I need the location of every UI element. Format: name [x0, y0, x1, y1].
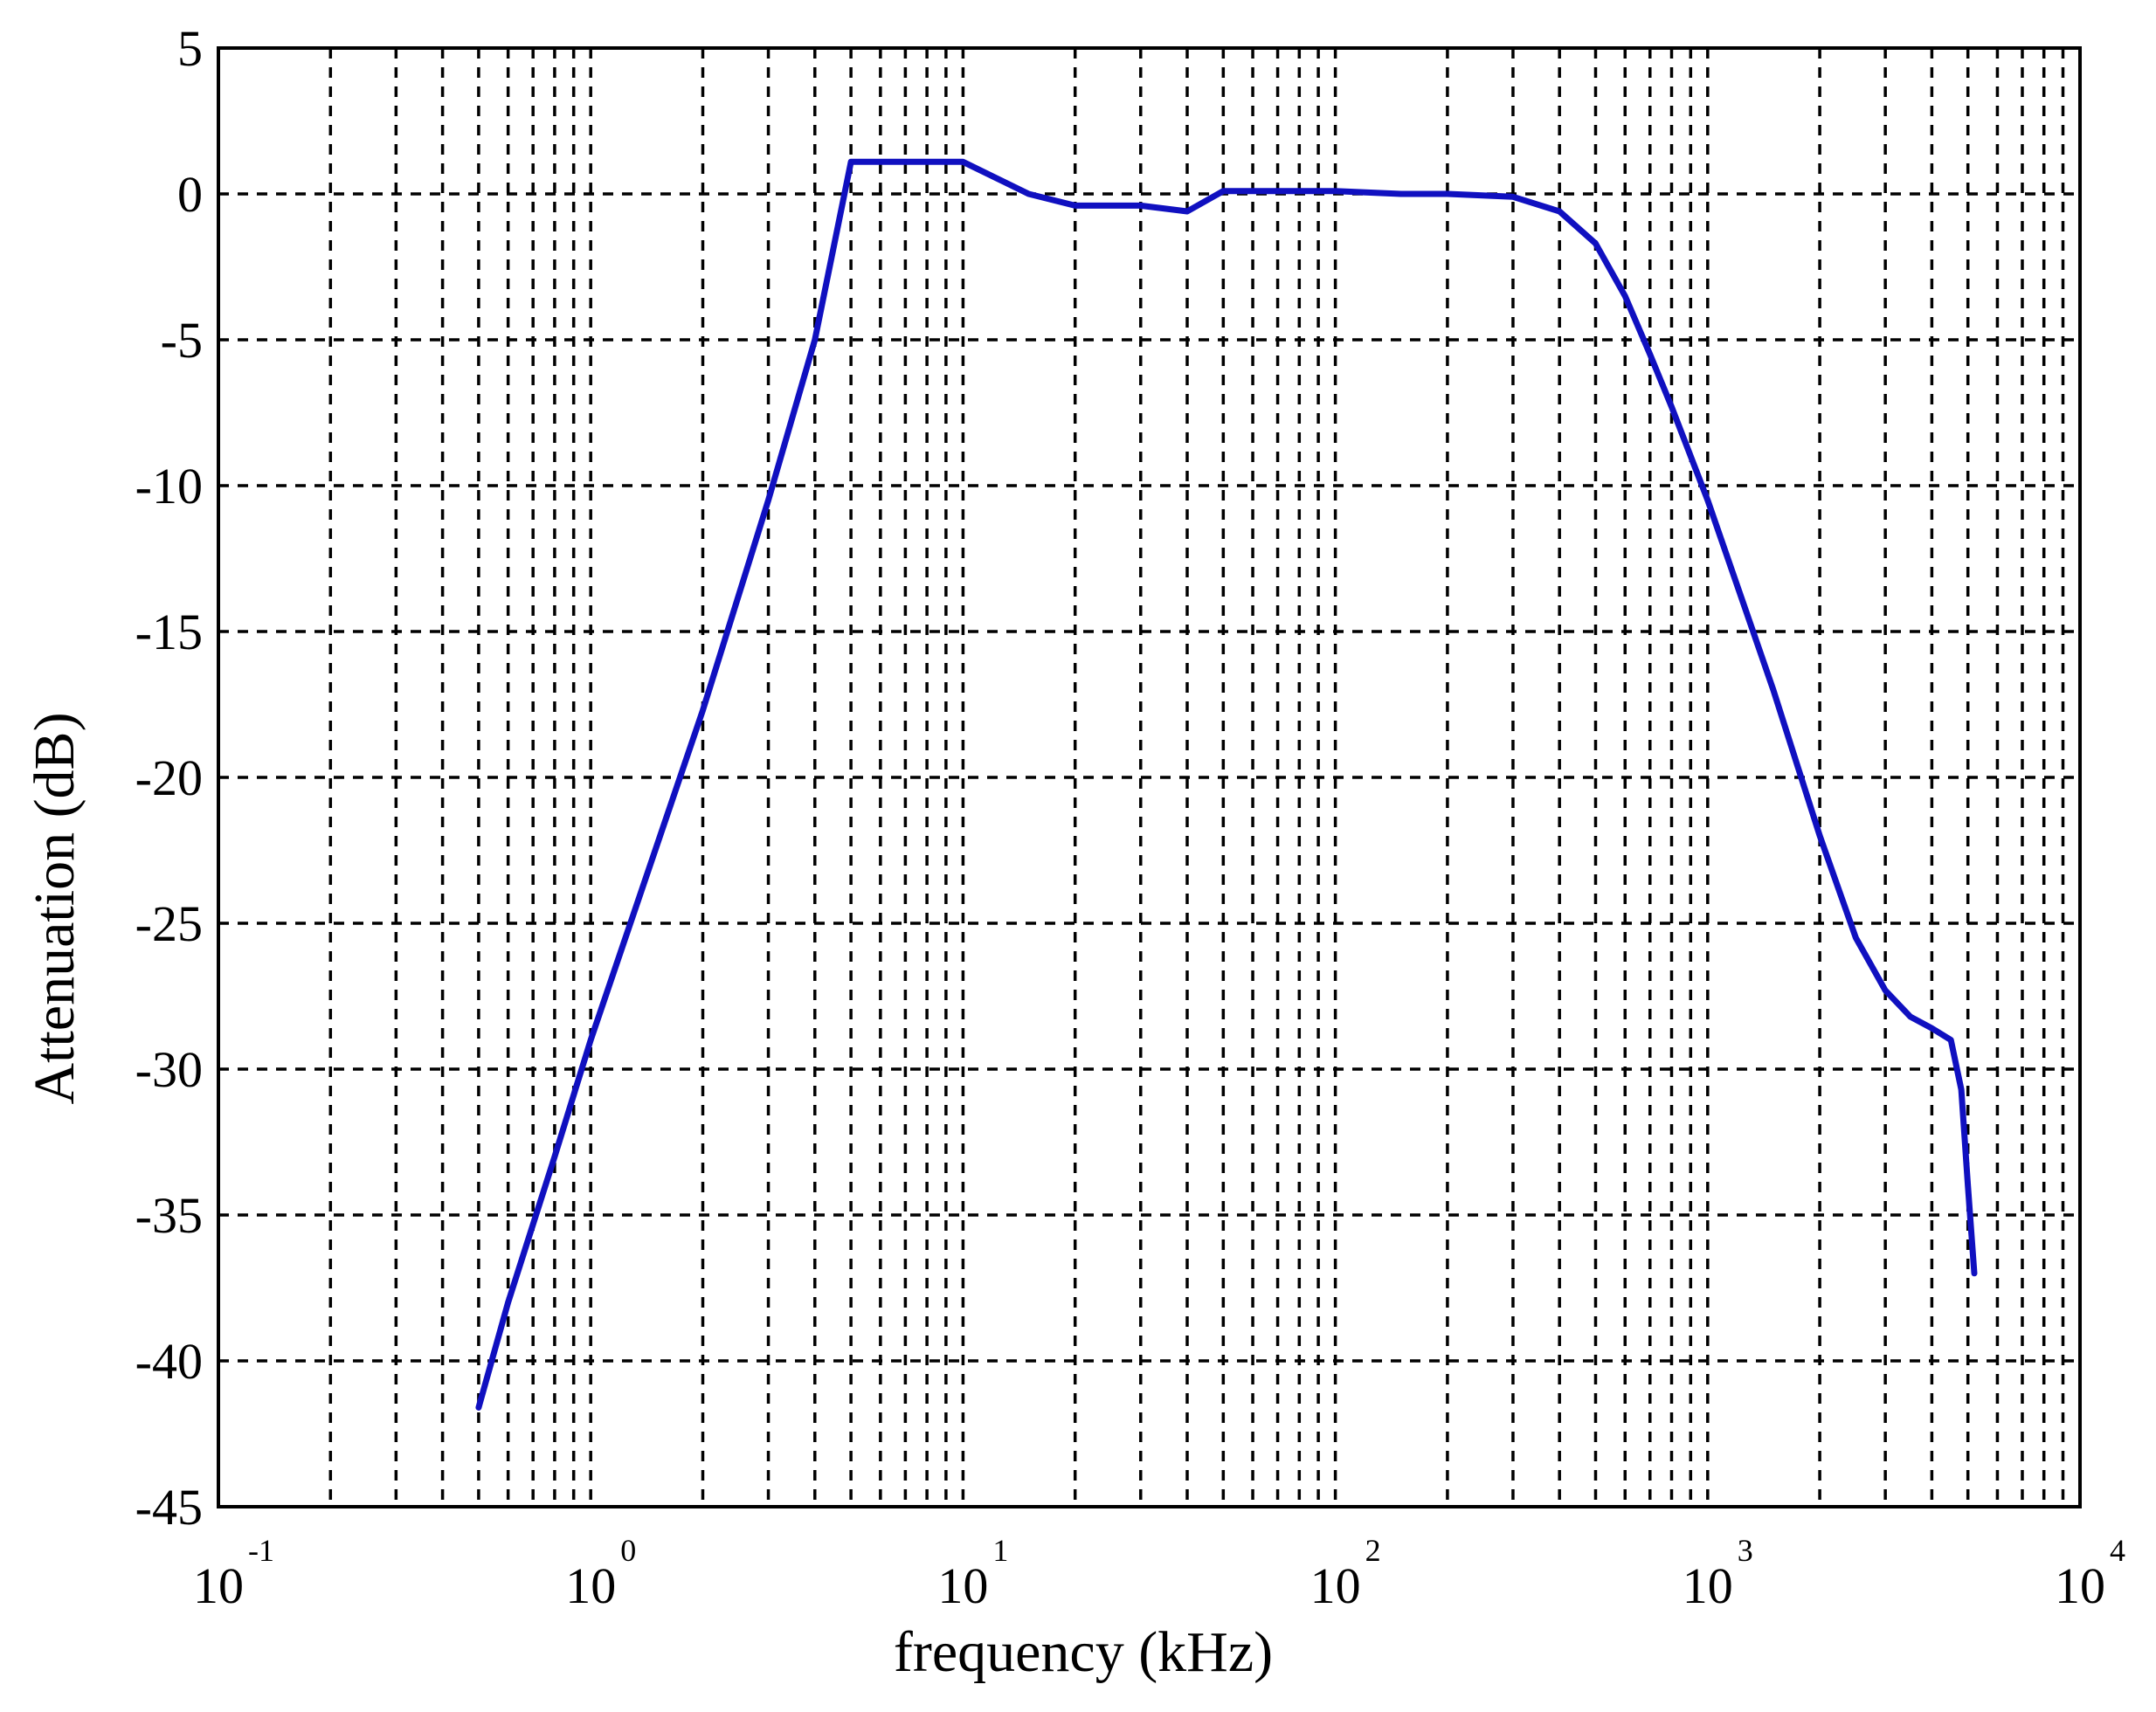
x-tick-label: 10: [937, 1557, 988, 1614]
axes: [217, 46, 2082, 1508]
y-tick-label: -20: [135, 749, 203, 806]
y-tick-label: 5: [177, 20, 203, 77]
x-tick-label: 10: [1683, 1557, 1733, 1614]
x-tick-label-exponent: 3: [1738, 1533, 1753, 1568]
series-line-0: [475, 158, 1978, 1411]
y-tick-label: -40: [135, 1333, 203, 1390]
x-tick-label-exponent: 0: [620, 1533, 636, 1568]
x-axis-label: frequency (kHz): [894, 1620, 1273, 1684]
plot-frame: [217, 46, 2082, 1508]
x-tick-label-exponent: 2: [1365, 1533, 1381, 1568]
y-tick-label: -35: [135, 1187, 203, 1244]
y-tick-label: -15: [135, 604, 203, 660]
x-tick-label-exponent: 4: [2110, 1533, 2125, 1568]
series-layer: [475, 158, 1978, 1411]
y-tick-label: 0: [177, 166, 203, 223]
y-axis-label: Attenuation (dB): [23, 712, 86, 1104]
y-tick-label: -45: [135, 1479, 203, 1536]
y-tick-label: -25: [135, 895, 203, 952]
grid: [218, 48, 2080, 1507]
x-tick-label: 10: [2055, 1557, 2105, 1614]
x-tick-label: 10: [193, 1557, 244, 1614]
y-tick-label: -10: [135, 458, 203, 514]
y-tick-label: -5: [161, 312, 203, 369]
x-tick-label-exponent: -1: [248, 1533, 274, 1568]
x-tick-label-exponent: 1: [992, 1533, 1008, 1568]
y-tick-labels: 5 0 -5 -10 -15 -20 -25 -30 -35 -40 -45: [135, 20, 203, 1536]
y-tick-label: -30: [135, 1041, 203, 1098]
x-tick-label: 10: [1310, 1557, 1361, 1614]
x-tick-label: 10: [565, 1557, 616, 1614]
